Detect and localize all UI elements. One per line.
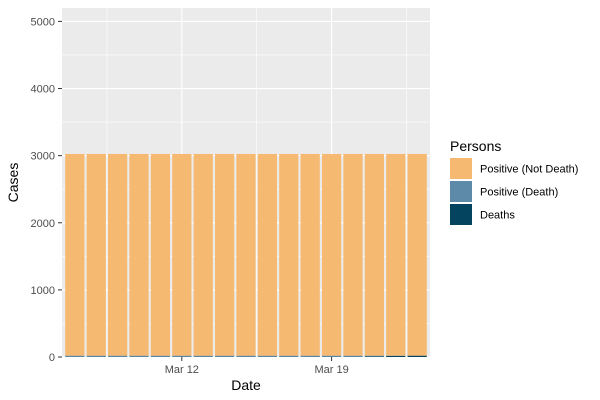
bar-mar-21-series-2 [364, 153, 384, 356]
bar-mar-14-series-1 [214, 355, 235, 357]
bar-mar-11-series-1 [150, 355, 171, 357]
bar-mar-21-series-1 [364, 355, 384, 357]
legend-key-2 [450, 204, 472, 225]
bar-mar-12-series-2 [172, 153, 192, 356]
bar-mar-15-series-1 [236, 355, 256, 357]
bar-mar-9-series-1 [108, 355, 128, 357]
bar-mar-22-series-0 [386, 355, 406, 357]
legend-key-0 [450, 158, 472, 179]
bar-mar-23-series-2 [407, 153, 427, 356]
bar-mar-16-series-2 [257, 153, 278, 356]
x-axis: Mar 12 Mar 19 [165, 357, 349, 376]
bar-mar-16-series-1 [257, 355, 278, 357]
bar-mar-10-series-1 [129, 355, 149, 357]
bar-mar-22-series-2 [386, 153, 406, 356]
legend-label-1: Positive (Death) [480, 187, 558, 199]
bar-mar-19-series-2 [321, 153, 342, 356]
x-tick-label: Mar 19 [314, 364, 348, 376]
legend-key-1 [450, 181, 472, 202]
bar-mar-12-series-1 [172, 355, 192, 357]
bar-mar-19-series-1 [321, 355, 342, 357]
bar-mar-11-series-2 [150, 153, 171, 356]
y-tick-label: 0 [49, 352, 55, 364]
bar-mar-13-series-1 [193, 355, 213, 357]
x-tick-label: Mar 12 [165, 364, 199, 376]
y-tick-label: 4000 [31, 84, 55, 96]
bar-mar-21-series-0 [364, 356, 384, 357]
bar-mar-20-series-2 [343, 153, 363, 356]
y-axis-title: Cases [5, 163, 21, 203]
bar-mar-8-series-2 [86, 153, 106, 356]
y-axis: 0 1000 2000 3000 4000 5000 [31, 16, 62, 364]
bar-mar-10-series-2 [129, 153, 149, 356]
bar-mar-18-series-2 [300, 153, 320, 356]
y-tick-label: 5000 [31, 16, 55, 28]
legend-title: Persons [450, 138, 501, 154]
legend-label-0: Positive (Not Death) [480, 164, 578, 176]
bar-mar-8-series-1 [86, 355, 106, 357]
bar-mar-7-series-1 [65, 355, 85, 357]
bar-mar-20-series-1 [343, 355, 363, 357]
legend-label-2: Deaths [480, 210, 515, 222]
bar-mar-15-series-2 [236, 153, 256, 356]
bar-mar-23-series-0 [407, 355, 427, 357]
legend: Persons Positive (Not Death) Positive (De… [450, 138, 578, 225]
bar-mar-18-series-1 [300, 355, 320, 357]
bar-mar-14-series-2 [214, 153, 235, 356]
y-tick-label: 3000 [31, 151, 55, 163]
bar-mar-17-series-2 [279, 153, 299, 356]
bar-mar-17-series-1 [279, 355, 299, 357]
bars [65, 153, 427, 357]
x-axis-title: Date [231, 377, 261, 393]
y-tick-label: 2000 [31, 218, 55, 230]
bar-mar-9-series-2 [108, 153, 128, 356]
bar-mar-7-series-2 [65, 153, 85, 356]
bar-mar-13-series-2 [193, 153, 213, 356]
y-tick-label: 1000 [31, 285, 55, 297]
